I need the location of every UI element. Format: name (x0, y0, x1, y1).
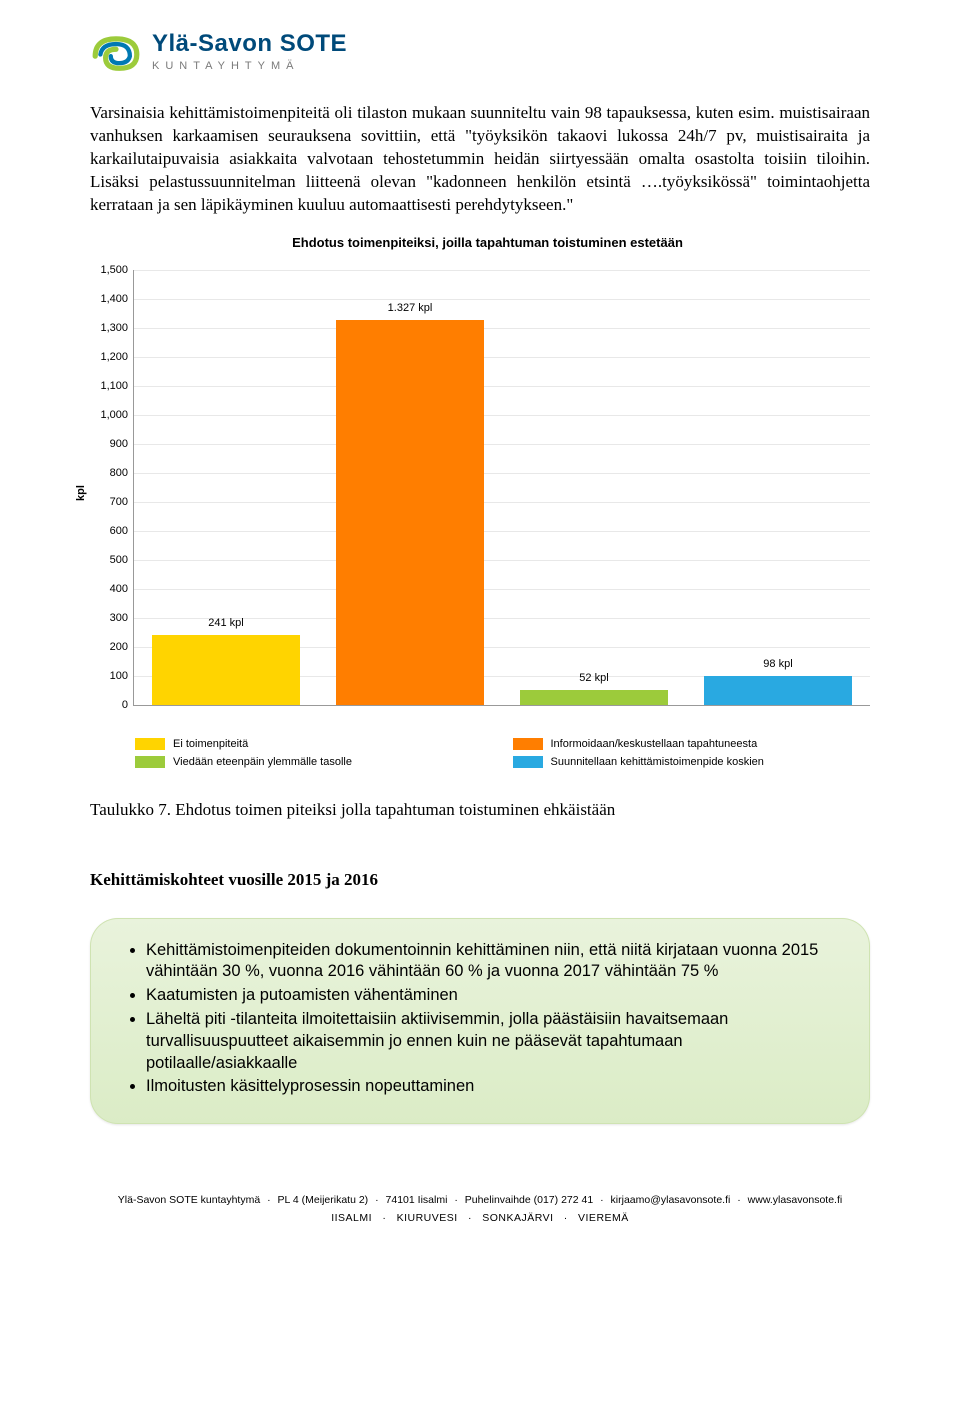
bar-value-label: 52 kpl (579, 672, 608, 684)
gridline (134, 328, 870, 329)
bar: 1.327 kpl (336, 320, 483, 705)
gridline (134, 589, 870, 590)
legend-item: Suunnitellaan kehittämistoimenpide koski… (513, 756, 871, 768)
gridline (134, 270, 870, 271)
legend-label: Suunnitellaan kehittämistoimenpide koski… (551, 756, 764, 768)
y-tick-label: 300 (110, 612, 128, 624)
y-tick-label: 1,400 (100, 293, 128, 305)
gridline (134, 415, 870, 416)
logo-title: Ylä-Savon SOTE (152, 30, 347, 58)
logo-subtitle: KUNTAYHTYMÄ (152, 60, 347, 72)
y-tick-label: 1,100 (100, 380, 128, 392)
gridline (134, 502, 870, 503)
bar-value-label: 1.327 kpl (388, 302, 433, 314)
footer-line-2: IISALMI · KIURUVESI · SONKAJÄRVI · VIERE… (90, 1212, 870, 1224)
gridline (134, 357, 870, 358)
legend-item: Viedään eteenpäin ylemmälle tasolle (135, 756, 493, 768)
goals-box: Kehittämistoimenpiteiden dokumentoinnin … (90, 918, 870, 1124)
bar-value-label: 98 kpl (763, 658, 792, 670)
page-footer: Ylä-Savon SOTE kuntayhtymä · PL 4 (Meije… (90, 1194, 870, 1224)
legend-label: Ei toimenpiteitä (173, 738, 248, 750)
chart-legend: Ei toimenpiteitä Informoidaan/keskustella… (135, 738, 870, 768)
bar-value-label: 241 kpl (208, 617, 243, 629)
legend-swatch (513, 756, 543, 768)
goal-item: Kaatumisten ja putoamisten vähentäminen (146, 985, 836, 1007)
y-tick-label: 200 (110, 641, 128, 653)
y-tick-label: 1,000 (100, 409, 128, 421)
bar: 241 kpl (152, 635, 299, 705)
plot-area: 01002003004005006007008009001,0001,1001,… (133, 270, 870, 706)
legend-swatch (135, 738, 165, 750)
chart-container: Ehdotus toimenpiteiksi, joilla tapahtuma… (65, 235, 870, 768)
goal-item: Läheltä piti -tilanteita ilmoitettaisiin… (146, 1009, 836, 1074)
legend-swatch (135, 756, 165, 768)
goal-item: Kehittämistoimenpiteiden dokumentoinnin … (146, 940, 836, 984)
bar: 52 kpl (520, 690, 667, 705)
y-tick-label: 0 (122, 699, 128, 711)
gridline (134, 618, 870, 619)
y-tick-label: 500 (110, 554, 128, 566)
gridline (134, 299, 870, 300)
legend-swatch (513, 738, 543, 750)
footer-line-1: Ylä-Savon SOTE kuntayhtymä · PL 4 (Meije… (90, 1194, 870, 1206)
legend-label: Viedään eteenpäin ylemmälle tasolle (173, 756, 352, 768)
goal-item: Ilmoitusten käsittelyprosessin nopeuttam… (146, 1076, 836, 1098)
section-title: Kehittämiskohteet vuosille 2015 ja 2016 (90, 870, 870, 890)
y-tick-label: 1,300 (100, 322, 128, 334)
y-tick-label: 600 (110, 525, 128, 537)
y-tick-label: 1,200 (100, 351, 128, 363)
swirl-icon (90, 30, 142, 72)
y-tick-label: 700 (110, 496, 128, 508)
gridline (134, 560, 870, 561)
legend-label: Informoidaan/keskustellaan tapahtuneesta (551, 738, 758, 750)
gridline (134, 444, 870, 445)
y-tick-label: 400 (110, 583, 128, 595)
body-paragraph: Varsinaisia kehittämistoimenpiteitä oli … (90, 102, 870, 217)
goals-list: Kehittämistoimenpiteiden dokumentoinnin … (124, 940, 836, 1098)
y-axis-label: kpl (75, 485, 87, 501)
bar: 98 kpl (704, 676, 851, 704)
chart-title: Ehdotus toimenpiteiksi, joilla tapahtuma… (65, 235, 870, 250)
y-tick-label: 1,500 (100, 264, 128, 276)
y-tick-label: 800 (110, 467, 128, 479)
gridline (134, 473, 870, 474)
y-tick-label: 100 (110, 670, 128, 682)
gridline (134, 531, 870, 532)
y-tick-label: 900 (110, 438, 128, 450)
chart-caption: Taulukko 7. Ehdotus toimen piteiksi joll… (90, 800, 870, 820)
legend-item: Informoidaan/keskustellaan tapahtuneesta (513, 738, 871, 750)
gridline (134, 386, 870, 387)
logo-header: Ylä-Savon SOTE KUNTAYHTYMÄ (90, 30, 870, 72)
legend-item: Ei toimenpiteitä (135, 738, 493, 750)
